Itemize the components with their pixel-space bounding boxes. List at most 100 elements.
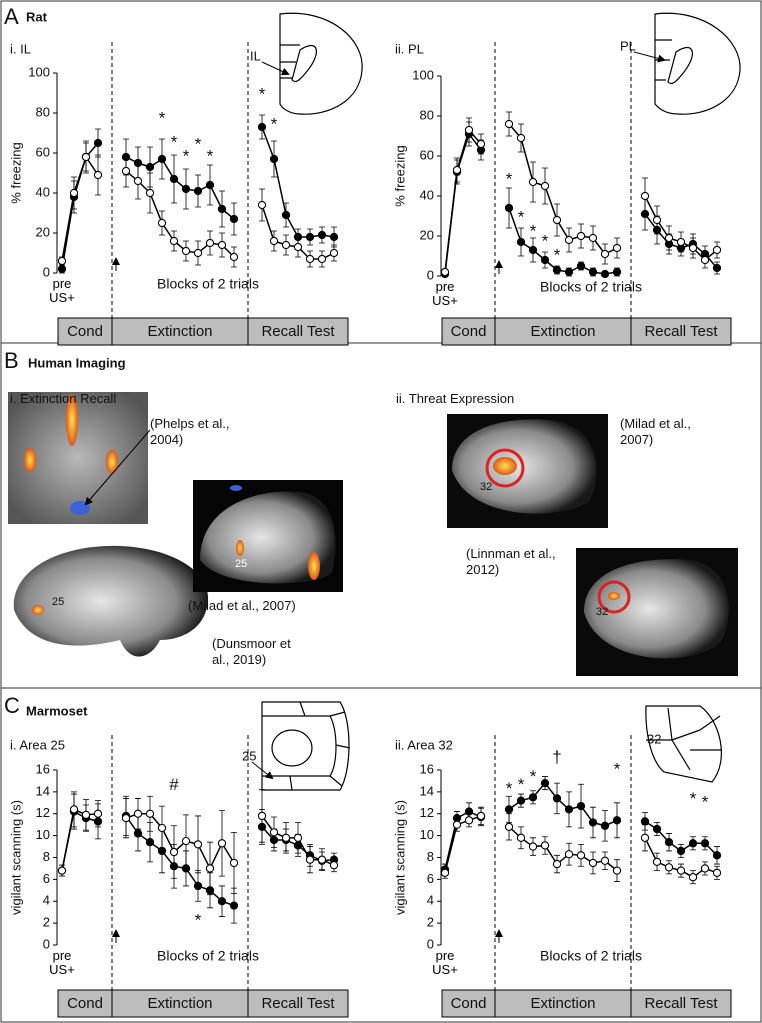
y-tick-label: 4	[43, 893, 50, 908]
x-axis-label: Blocks of 2 trials	[540, 948, 642, 964]
data-point	[133, 829, 143, 838]
x-tick-label-box: pre US+	[432, 280, 458, 308]
annotation: *	[259, 84, 266, 103]
x-axis-label: Blocks of 2 trials	[540, 279, 642, 295]
data-point	[640, 817, 650, 826]
series-line	[444, 810, 482, 870]
data-point	[57, 866, 67, 875]
diagram-label: IL	[250, 48, 261, 63]
y-tick-label: 10	[36, 827, 50, 842]
series-line	[125, 170, 235, 258]
marmoset-brain-diagram	[261, 701, 351, 791]
annotation: *	[530, 221, 537, 240]
citation: (Phelps et al., 2004)	[150, 416, 230, 447]
activation	[32, 605, 44, 615]
data-point	[193, 248, 203, 258]
data-point	[229, 214, 239, 224]
data-point	[588, 233, 598, 243]
y-tick-label: 14	[420, 783, 434, 798]
data-point	[652, 225, 662, 235]
data-point	[516, 237, 526, 247]
data-point	[93, 809, 103, 818]
data-point	[57, 256, 67, 266]
y-tick-label: 16	[36, 761, 50, 776]
section-title: Marmoset	[26, 703, 88, 718]
data-point	[217, 240, 227, 250]
y-tick-label: 6	[427, 871, 434, 886]
phase-label: Cond	[67, 323, 103, 340]
data-point	[305, 232, 315, 242]
activation	[106, 450, 118, 474]
y-tick-label: 12	[36, 805, 50, 820]
y-tick-label: 2	[43, 915, 50, 930]
data-point	[133, 158, 143, 168]
pointer	[251, 761, 274, 780]
roi-circle	[485, 448, 525, 488]
y-tick-label: 0	[427, 267, 434, 282]
phase-box	[57, 989, 113, 1018]
annotation: *	[159, 108, 166, 127]
data-point	[269, 154, 279, 164]
data-point	[528, 245, 538, 255]
data-point	[588, 267, 598, 277]
data-point	[69, 805, 79, 814]
phase-box	[247, 989, 349, 1018]
data-point	[504, 822, 514, 832]
data-point	[69, 188, 79, 198]
data-point	[516, 833, 526, 842]
x-tick-label-box: pre US+	[49, 949, 75, 977]
y-tick-label: 60	[36, 144, 50, 159]
annotation: *	[506, 779, 513, 798]
data-point	[664, 863, 674, 872]
data-point	[205, 886, 215, 895]
annotation: *	[690, 789, 697, 808]
data-point	[688, 243, 698, 253]
data-point	[269, 835, 279, 845]
pointer	[261, 61, 290, 76]
phase-box	[247, 317, 349, 346]
data-point	[588, 858, 598, 868]
data-point	[676, 237, 686, 247]
series-line	[508, 826, 618, 872]
annotation: *	[207, 146, 214, 165]
y-tick-label: 8	[43, 849, 50, 864]
annotation: *	[518, 775, 525, 794]
data-point	[169, 236, 179, 246]
y-tick-label: 4	[427, 893, 434, 908]
annotation: *	[506, 169, 513, 188]
data-point	[205, 238, 215, 248]
y-tick-label: 60	[420, 147, 434, 162]
data-point	[181, 836, 191, 846]
data-point	[257, 200, 267, 210]
rat-brain-diagram	[279, 12, 363, 115]
data-point	[257, 811, 267, 821]
data-point	[293, 242, 303, 252]
data-point	[121, 166, 131, 176]
data-point	[157, 823, 167, 833]
data-point	[157, 154, 167, 164]
data-point	[712, 868, 722, 877]
data-point	[229, 901, 239, 910]
section-title: Rat	[26, 9, 48, 24]
citation: (Dunsmoor et al., 2019)	[212, 636, 291, 667]
section-letter: C	[4, 693, 20, 718]
data-point	[452, 165, 462, 175]
diagram-label: PL	[620, 38, 636, 53]
x-axis-label: Blocks of 2 trials	[157, 276, 259, 292]
data-point	[564, 267, 574, 277]
y-axis-label: % freezing	[392, 145, 407, 206]
y-tick-label: 20	[36, 224, 50, 239]
data-point	[564, 235, 574, 245]
data-point	[640, 833, 650, 842]
activation	[66, 394, 78, 446]
data-point	[688, 839, 698, 848]
y-axis-label: vigilant scanning (s)	[8, 800, 23, 915]
y-axis-label: vigilant scanning (s)	[392, 800, 407, 915]
phase-label: Extinction	[147, 323, 212, 340]
data-point	[612, 243, 622, 253]
marmoset-brain-diagram	[645, 705, 722, 783]
series-line	[61, 142, 99, 270]
activation	[24, 448, 36, 472]
